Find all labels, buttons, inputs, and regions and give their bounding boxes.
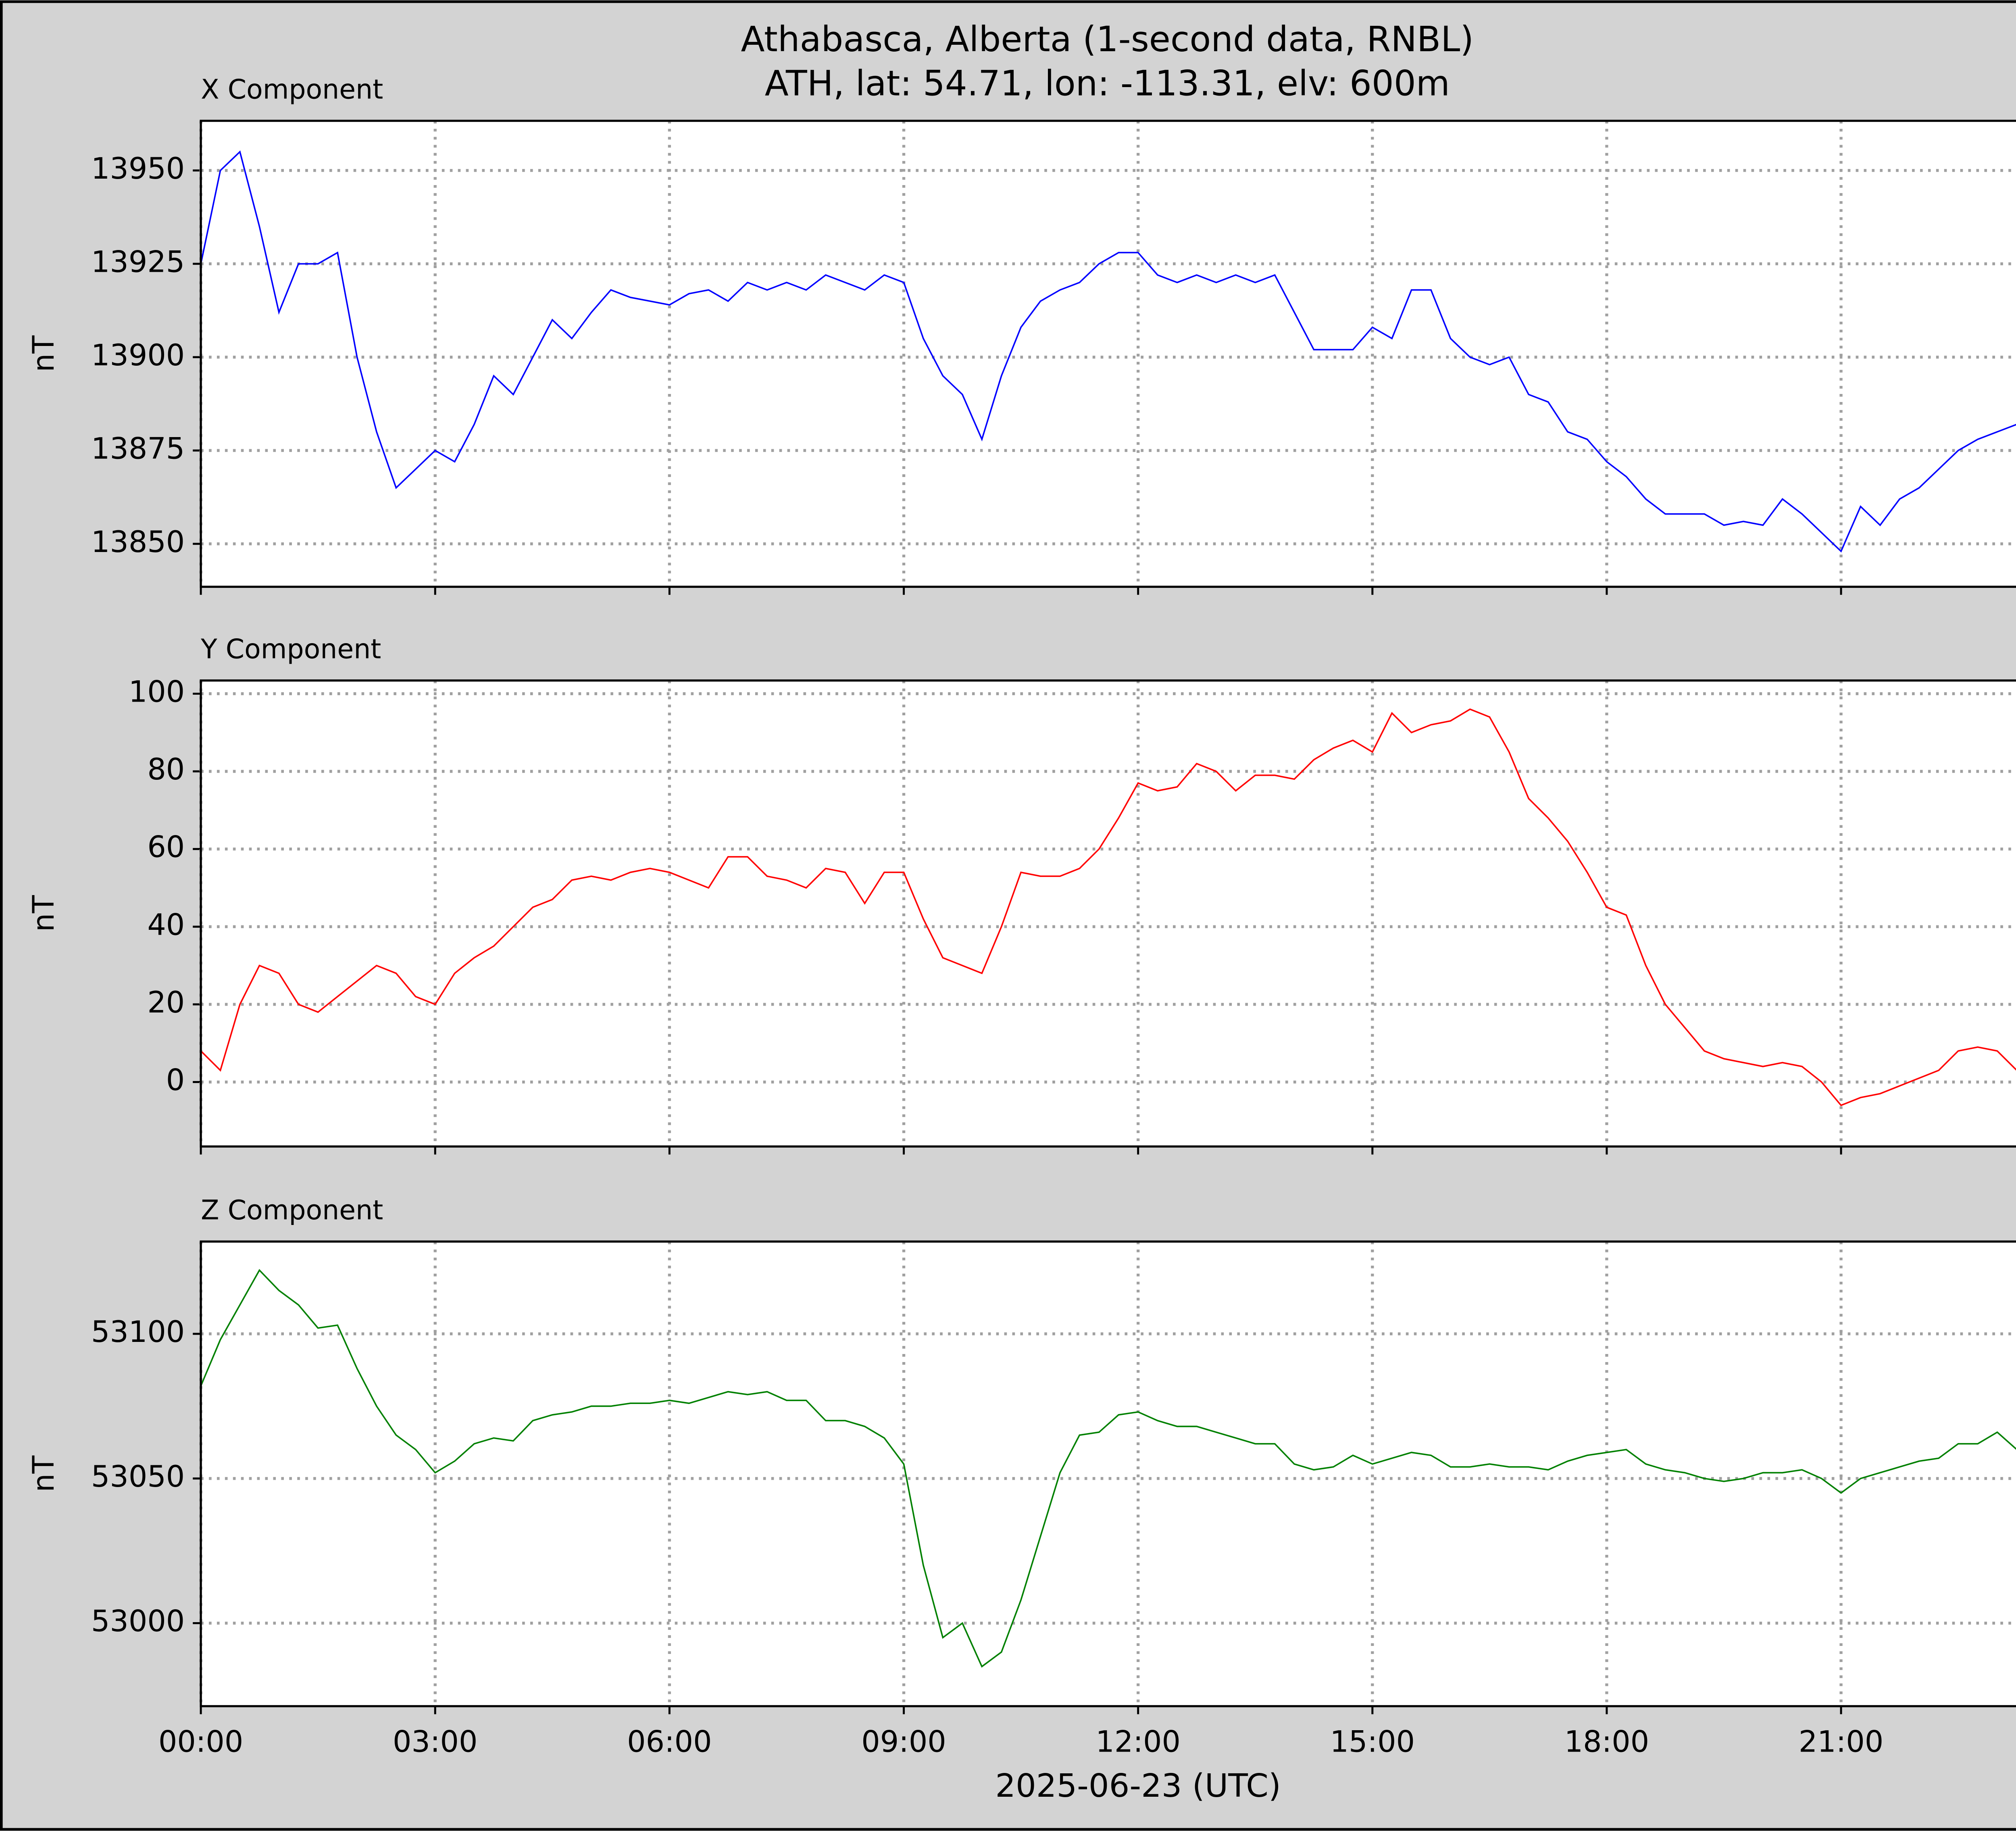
y-axis-label: nT <box>27 335 61 372</box>
x-tick-label: 03:00 <box>393 1725 478 1759</box>
y-tick-label: 13950 <box>91 152 185 186</box>
y-tick-label: 60 <box>147 830 185 864</box>
plot-area <box>201 121 2016 587</box>
y-tick-label: 53050 <box>91 1460 185 1494</box>
x-tick-label: 18:00 <box>1564 1725 1649 1759</box>
x-tick-label: 21:00 <box>1799 1725 1884 1759</box>
data-line <box>200 1269 2016 1668</box>
y-tick-label: 13925 <box>91 245 185 279</box>
y-axis-label: nT <box>27 895 61 932</box>
y-tick-label: 53100 <box>91 1315 185 1349</box>
plot-frame <box>200 679 2016 1148</box>
y-tick-label: 13850 <box>91 525 185 559</box>
plot-area <box>201 680 2016 1147</box>
x-axis-label: 2025-06-23 (UTC) <box>995 1767 1281 1804</box>
x-tick-label: 00:00 <box>158 1725 244 1759</box>
data-line <box>200 708 2016 1106</box>
figure-title: Athabasca, Alberta (1-second data, RNBL) <box>741 19 1474 60</box>
x-tick-label: 09:00 <box>861 1725 946 1759</box>
panel-title: X Component <box>201 74 383 105</box>
data-line <box>200 150 2016 553</box>
plot-frame <box>200 1240 2016 1708</box>
y-tick-label: 13900 <box>91 338 185 373</box>
y-tick-label: 53000 <box>91 1604 185 1639</box>
x-tick-label: 06:00 <box>627 1725 712 1759</box>
x-tick-label: 12:00 <box>1095 1725 1181 1759</box>
y-tick-label: 0 <box>166 1063 185 1097</box>
x-tick-label: 15:00 <box>1330 1725 1415 1759</box>
plot-area <box>201 1241 2016 1706</box>
plot-frame <box>200 119 2016 588</box>
y-tick-label: 80 <box>147 752 185 787</box>
y-tick-label: 40 <box>147 908 185 942</box>
panel-title: Y Component <box>200 633 381 665</box>
y-axis-label: nT <box>27 1455 61 1492</box>
y-tick-label: 13875 <box>91 431 185 466</box>
panel-title: Z Component <box>201 1194 383 1226</box>
y-tick-label: 100 <box>129 675 185 709</box>
figure-subtitle: ATH, lat: 54.71, lon: -113.31, elv: 600m <box>765 64 1450 104</box>
y-tick-label: 20 <box>147 985 185 1020</box>
